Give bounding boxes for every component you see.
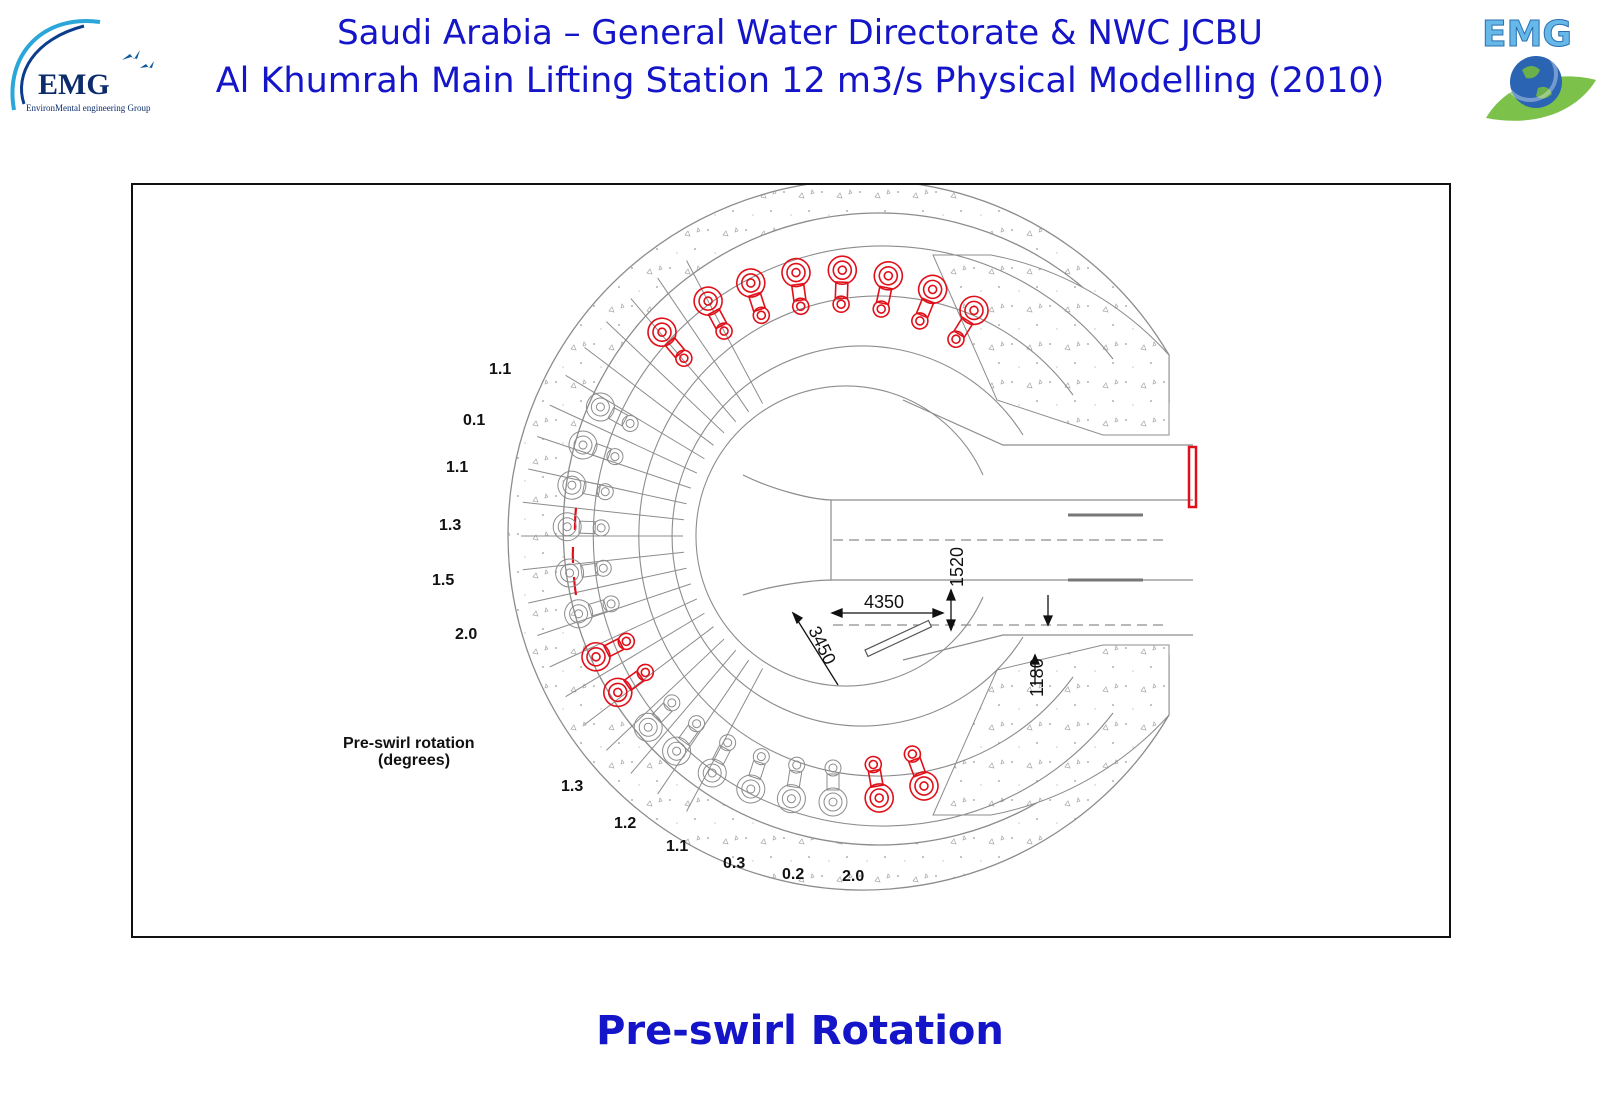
upper-fill-region <box>932 254 1170 436</box>
bay-dividers <box>521 260 764 812</box>
bird-icon <box>122 50 140 60</box>
logo-arc-icon <box>10 19 101 111</box>
logo-right-text: EMG <box>1482 14 1572 55</box>
bay-divider <box>605 321 725 434</box>
dimension-1520: 1520 <box>947 547 967 587</box>
bay-divider <box>605 638 725 751</box>
pump-unit-icon <box>662 715 706 766</box>
dimension-annotations <box>791 588 1054 686</box>
dimension-3450: 3450 <box>804 623 840 668</box>
pump-unit-icon <box>633 694 681 742</box>
bay-divider <box>630 649 737 774</box>
pump-unit-icon <box>564 595 620 629</box>
pump-label: 2.0 <box>842 868 864 885</box>
pump-unit-icon <box>552 512 610 542</box>
bay-divider <box>549 404 698 474</box>
pump-unit-icon <box>581 632 636 672</box>
pump-label: 2.0 <box>455 626 477 643</box>
logo-left-text: EMG <box>38 68 110 101</box>
inlet-channel <box>742 399 1193 661</box>
legend-line-2: (degrees) <box>378 752 450 769</box>
pump-unit-icon <box>693 286 733 340</box>
pump-unit-icon <box>827 255 858 313</box>
pump-label: 1.3 <box>561 778 583 795</box>
pump-unit-icon <box>947 295 989 349</box>
bay-divider <box>528 468 687 505</box>
lower-fill-region <box>932 644 1170 816</box>
diagram-frame: 1.1 0.1 1.1 1.3 1.5 2.0 1.3 1.2 1.1 0.3 0.2 2.0 Pre… <box>131 183 1451 938</box>
bay-divider <box>630 298 737 423</box>
pump-label: 0.1 <box>463 412 485 429</box>
bay-divider <box>522 501 684 521</box>
bay-divider <box>584 626 714 726</box>
pump-label: 1.1 <box>489 361 511 378</box>
pump-unit-icon <box>557 470 614 501</box>
pump-unit-icon <box>647 317 693 368</box>
bay-divider <box>537 436 691 489</box>
bay-divider <box>528 567 687 604</box>
pump-unit-icon <box>864 755 895 813</box>
pump-unit-icon <box>911 274 948 330</box>
legend-line-1: Pre-swirl rotation <box>343 735 475 752</box>
dimension-4350: 4350 <box>864 592 904 612</box>
pump-label: 1.1 <box>666 838 688 855</box>
pump-label: 1.1 <box>446 459 468 476</box>
bay-divider <box>657 659 750 795</box>
title-line-1: Saudi Arabia – General Water Directorate… <box>337 13 1263 53</box>
pump-label: 0.2 <box>782 866 804 883</box>
pump-label: 1.2 <box>614 815 636 832</box>
pump-label-group: 1.1 0.1 1.1 1.3 1.5 2.0 1.3 1.2 1.1 0.3 0.2 2.0 <box>432 361 864 885</box>
bay-divider <box>549 598 698 668</box>
pump-unit-icon <box>568 430 624 466</box>
pump-label: 0.3 <box>723 855 745 872</box>
pump-unit-icon <box>585 392 639 432</box>
baffle <box>864 619 933 658</box>
emg-logo-right: EMG <box>1482 14 1596 121</box>
pump-label: 1.5 <box>432 572 454 589</box>
pump-unit-icon <box>903 745 939 801</box>
bay-divider <box>657 277 750 413</box>
bird-icon <box>140 61 154 68</box>
dimension-1180: 1180 <box>1027 658 1047 697</box>
pump-group <box>552 255 989 817</box>
pump-unit-icon <box>736 748 770 804</box>
pump-unit-icon <box>555 558 612 588</box>
pump-unit-icon <box>697 734 737 788</box>
bay-divider <box>522 551 684 571</box>
pump-unit-icon <box>776 756 806 814</box>
pump-label: 1.3 <box>439 517 461 534</box>
caption: Pre-swirl Rotation <box>596 1008 1004 1054</box>
title-line-2: Al Khumrah Main Lifting Station 12 m3/s … <box>215 61 1385 101</box>
pump-unit-icon <box>602 663 655 708</box>
bay-divider <box>686 260 764 404</box>
bay-divider <box>584 346 714 446</box>
bay-divider <box>537 583 691 636</box>
pump-unit-icon <box>735 268 771 325</box>
pump-unit-icon <box>872 261 904 318</box>
emg-logo-left: EMG EnvironMental engineering Group <box>10 19 154 113</box>
pump-unit-icon <box>818 759 848 817</box>
inlet-gate <box>1187 445 1198 509</box>
bay-divider <box>565 612 705 698</box>
pump-unit-icon <box>781 257 811 316</box>
pump-station-diagram: 1.1 0.1 1.1 1.3 1.5 2.0 1.3 1.2 1.1 0.3 0.2 2.0 Pre… <box>343 185 1198 891</box>
logo-left-subtext: EnvironMental engineering Group <box>26 103 151 113</box>
